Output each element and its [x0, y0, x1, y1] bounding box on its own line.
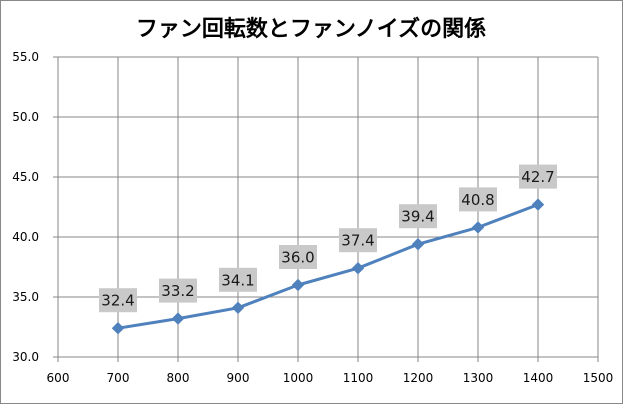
data-label: 42.7	[521, 168, 554, 186]
x-tick-label: 1100	[343, 371, 374, 385]
chart-title: ファン回転数とファンノイズの関係	[136, 16, 486, 42]
axes	[53, 56, 599, 362]
data-point-marker	[111, 321, 125, 335]
data-point-marker	[471, 221, 485, 234]
data-label: 40.8	[461, 191, 494, 209]
y-tick-label: 40.0	[12, 230, 39, 244]
x-tick-label: 900	[227, 371, 250, 385]
data-series	[111, 198, 545, 335]
data-label: 32.4	[101, 292, 134, 310]
x-tick-label: 1200	[403, 371, 434, 385]
data-label-box	[459, 187, 497, 212]
y-tick-label: 30.0	[12, 350, 39, 364]
x-tick-label: 1300	[463, 371, 494, 385]
data-labels: 32.4 33.2 34.1 36.0 37.4 39.4 40.8 42.7	[99, 164, 557, 313]
x-tick-label: 600	[47, 371, 70, 385]
x-tick-label: 700	[107, 371, 130, 385]
x-tick-label: 1500	[583, 371, 614, 385]
grid-lines	[58, 56, 599, 357]
data-label: 37.4	[341, 232, 374, 250]
x-tick-label: 1000	[283, 371, 314, 385]
data-label-box	[399, 204, 437, 229]
data-label: 39.4	[401, 208, 434, 226]
data-point-marker	[171, 312, 185, 325]
y-tick-label: 55.0	[12, 50, 39, 64]
y-tick-label: 35.0	[12, 290, 39, 304]
data-label-box	[159, 278, 197, 303]
data-label-box	[519, 164, 557, 189]
data-label: 33.2	[161, 282, 194, 300]
x-tick-label: 1400	[523, 371, 554, 385]
data-point-marker	[351, 261, 365, 275]
y-tick-label: 50.0	[12, 110, 39, 124]
x-tick-label: 800	[167, 371, 190, 385]
data-label: 34.1	[221, 271, 254, 289]
tick-labels: 30.0 35.0 40.0 45.0 50.0 55.0 600 700 800 900 1000…	[12, 50, 613, 385]
data-label-box	[279, 245, 317, 269]
data-label: 36.0	[281, 249, 314, 267]
y-tick-label: 45.0	[12, 170, 39, 184]
series-line	[117, 203, 539, 330]
data-label-box	[99, 288, 137, 313]
data-label-box	[339, 228, 377, 253]
data-point-marker	[291, 278, 305, 292]
data-label-box	[219, 267, 257, 292]
data-point-marker	[231, 301, 245, 315]
data-point-marker	[411, 237, 425, 251]
data-point-marker	[531, 198, 545, 211]
